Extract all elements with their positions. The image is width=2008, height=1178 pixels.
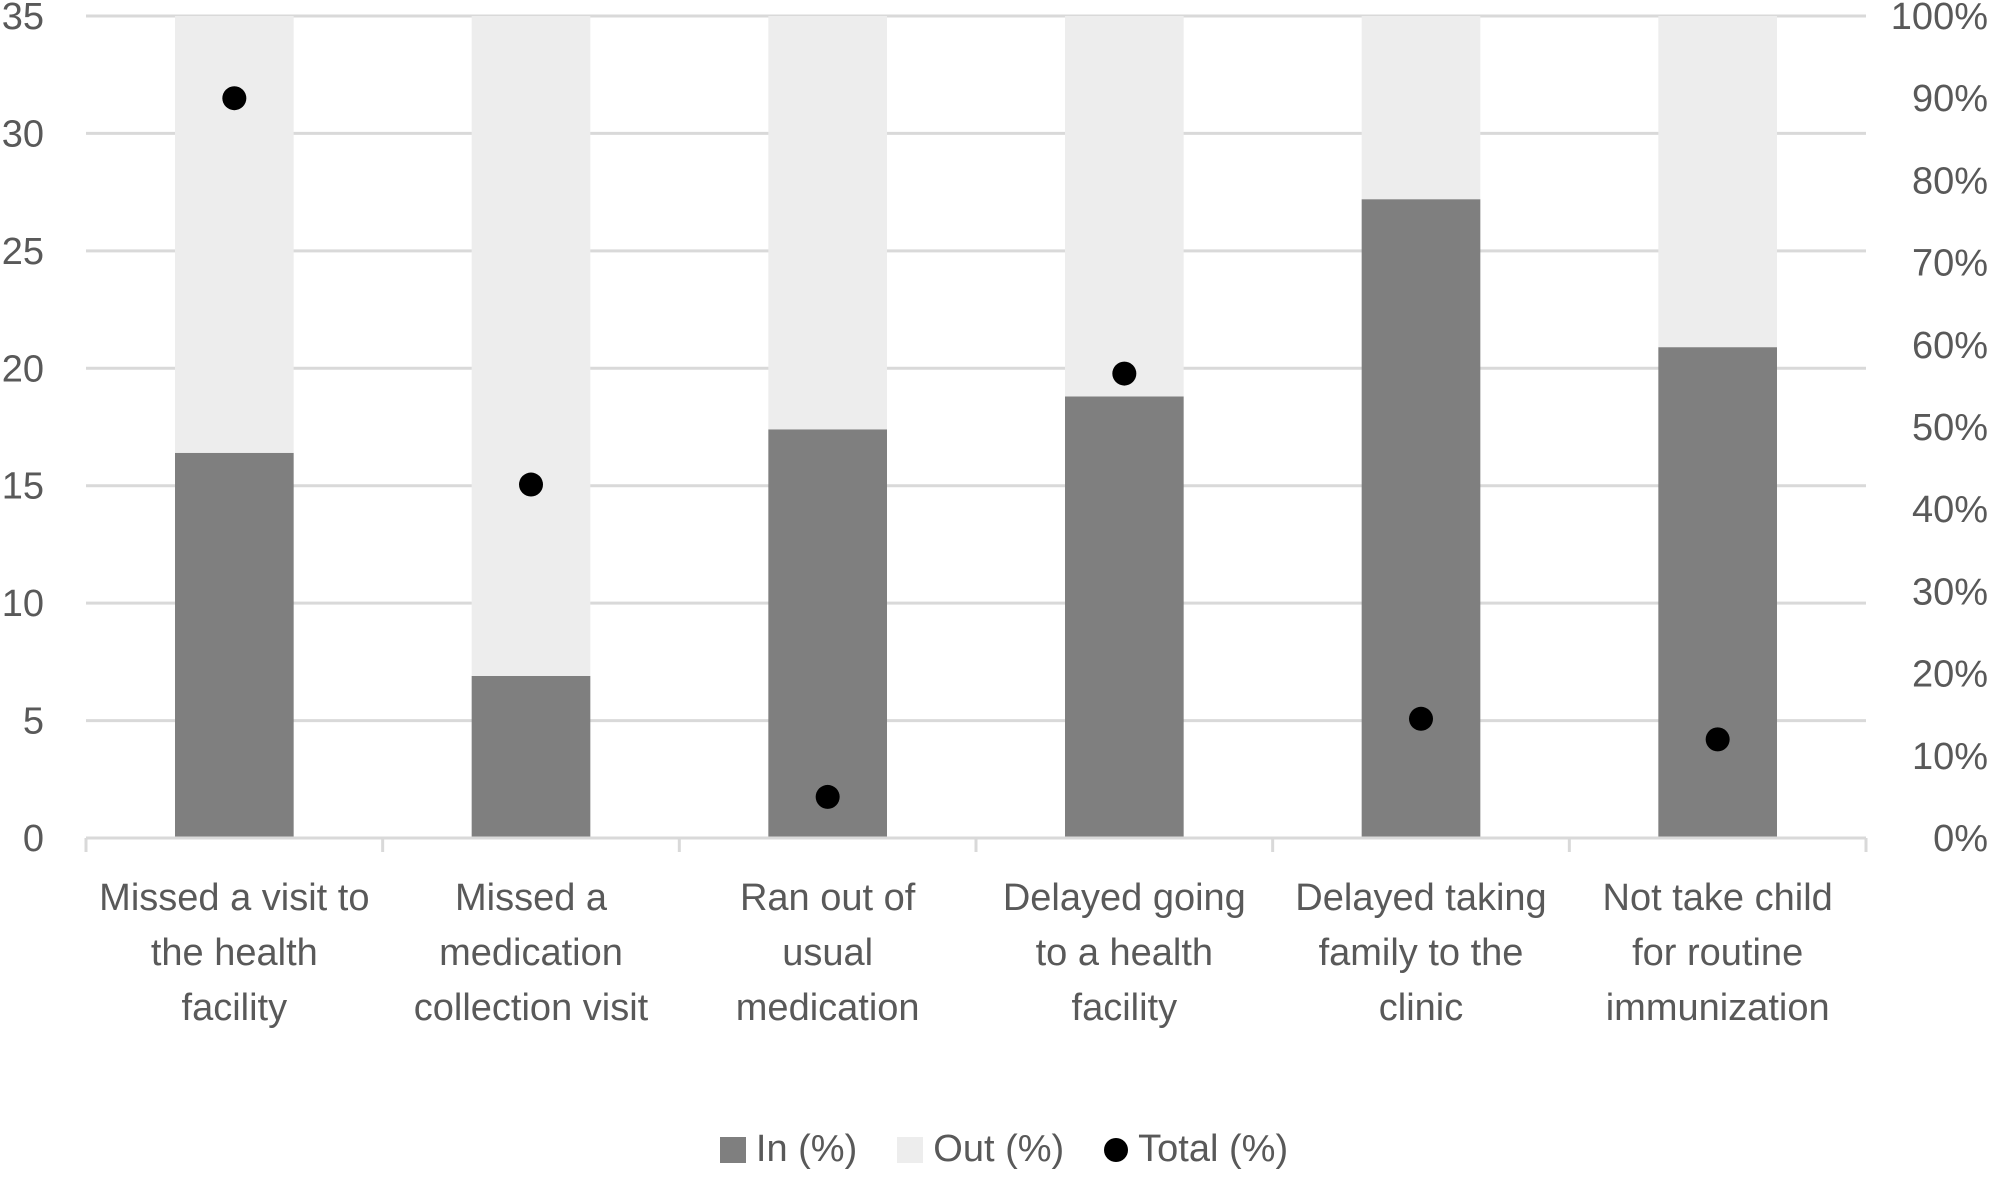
total-point — [222, 86, 247, 111]
y-left-tick-label: 10 — [2, 583, 44, 625]
x-category-label: Delayed taking family to the clinic — [1295, 877, 1546, 1029]
y-right-tick-label: 30% — [1912, 571, 1988, 613]
legend-item-in: In (%) — [719, 1128, 858, 1171]
bars — [175, 16, 1777, 838]
bar-in — [471, 675, 591, 838]
legend-item-out: Out (%) — [897, 1128, 1064, 1171]
bar-out — [471, 16, 591, 676]
gridlines — [86, 14, 1866, 723]
y-left-tick-label: 35 — [2, 0, 44, 38]
chart-canvas: 0 5 10 15 20 25 30 35 0% 10% 20% 30% 40% 50% 60% 70% 80… — [2, 0, 1988, 1029]
total-point — [519, 472, 543, 497]
x-category-label: Delayed going to a health facility — [1003, 877, 1246, 1029]
y-left-tick-label: 0 — [23, 818, 44, 860]
x-category-label: Missed a visit to the health facility — [99, 877, 369, 1029]
total-point — [1705, 727, 1730, 752]
legend-swatch-in — [719, 1136, 746, 1163]
legend: In (%) Out (%) Total (%) — [0, 1128, 2008, 1171]
y-right-tick-label: 20% — [1912, 654, 1988, 696]
legend-label-total: Total (%) — [1138, 1128, 1289, 1170]
bar-in — [1065, 396, 1184, 838]
x-axis — [84, 836, 1868, 852]
bar-in — [768, 429, 887, 838]
x-category-label: Missed a medication collection visit — [414, 877, 649, 1029]
y-right-tick-label: 90% — [1912, 78, 1988, 120]
y-left-tick-label: 5 — [23, 701, 44, 743]
y-left-tick-label: 30 — [2, 113, 44, 155]
legend-swatch-out — [897, 1136, 924, 1163]
legend-label-out: Out (%) — [933, 1128, 1065, 1170]
legend-item-total: Total (%) — [1104, 1128, 1288, 1171]
x-category-label: Ran out of usual medication — [736, 877, 920, 1029]
bar-out — [768, 16, 887, 430]
x-axis-labels: Missed a visit to the health facility Misse… — [99, 877, 1833, 1029]
y-right-tick-label: 100% — [1891, 0, 1988, 38]
y-right-tick-label: 80% — [1912, 160, 1988, 202]
bar-in — [175, 452, 294, 838]
total-point — [1112, 361, 1137, 386]
bar-out — [1361, 16, 1481, 200]
y-right-tick-label: 50% — [1912, 407, 1988, 449]
y-right-tick-label: 0% — [1933, 818, 1988, 860]
total-points — [222, 86, 1730, 809]
y-right-tick-label: 10% — [1912, 736, 1988, 778]
y-left-tick-label: 20 — [2, 348, 44, 390]
bar-out — [175, 16, 294, 453]
bar-in — [1658, 347, 1777, 838]
legend-swatch-total — [1104, 1137, 1129, 1162]
total-point — [1409, 706, 1433, 731]
bar-out — [1658, 16, 1777, 348]
y-left-tick-label: 15 — [2, 466, 44, 508]
total-point — [815, 784, 840, 809]
y-right-tick-label: 40% — [1912, 489, 1988, 531]
legend-label-in: In (%) — [755, 1128, 858, 1170]
x-category-label: Not take child for routine immunization — [1603, 877, 1833, 1029]
y-right-tick-label: 70% — [1912, 243, 1988, 285]
bar-out — [1065, 16, 1184, 397]
y-right-tick-label: 60% — [1912, 325, 1988, 367]
y-axis-left: 0 5 10 15 20 25 30 35 — [2, 0, 44, 860]
y-axis-right: 0% 10% 20% 30% 40% 50% 60% 70% 80% 90% 100% — [1891, 0, 1988, 860]
y-left-tick-label: 25 — [2, 231, 44, 273]
bar-in — [1361, 199, 1481, 838]
